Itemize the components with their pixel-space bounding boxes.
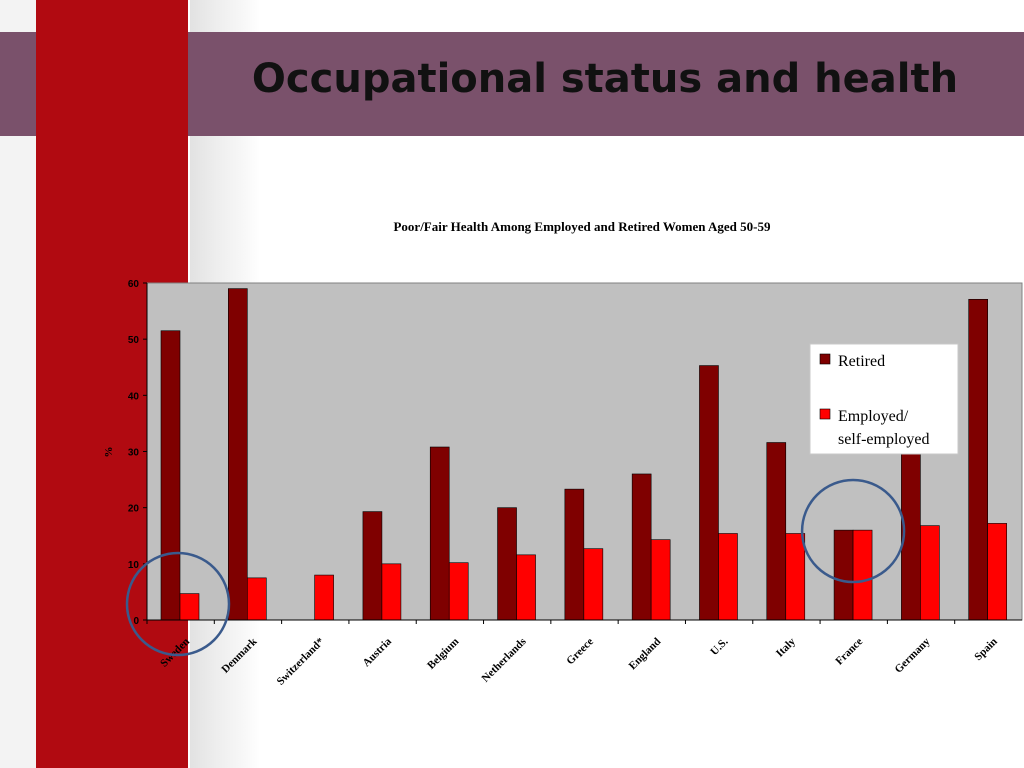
y-tick-label: 20	[128, 504, 140, 515]
bar-employed-italy	[785, 533, 806, 621]
bar-retired-greece	[564, 488, 585, 621]
x-tick-label: Switzerland*	[275, 635, 327, 687]
bar-employed-us	[718, 533, 738, 621]
legend: Retired Employed/self-employed	[809, 343, 959, 455]
legend-label: Retired	[838, 353, 885, 370]
legend-label: self-employed	[838, 431, 930, 448]
x-tick-label: U.S.	[708, 635, 730, 657]
x-tick-label: Austria	[360, 635, 394, 669]
y-tick-label: 30	[128, 448, 140, 459]
bar-employed-spain	[987, 523, 1007, 621]
x-tick-label: Italy	[774, 635, 798, 659]
bar-employed-england	[650, 539, 671, 621]
x-tick-label: France	[833, 636, 865, 668]
x-tick-label: Netherlands	[480, 635, 530, 685]
bar-employed-belgium	[448, 562, 469, 621]
bar-employed-greece	[583, 548, 604, 621]
highlight-circle-sweden	[125, 551, 231, 657]
x-tick-label: England	[627, 636, 664, 673]
y-axis-label: %	[103, 447, 115, 458]
highlight-circles	[125, 478, 906, 657]
x-tick-label: Spain	[972, 636, 1000, 664]
bar-retired-spain	[968, 298, 988, 621]
bar-retired-sweden	[160, 330, 181, 621]
y-tick-label: 0	[133, 616, 139, 627]
bar-retired-belgium	[429, 446, 450, 621]
legend-swatch	[819, 353, 831, 365]
bar-retired-england	[631, 473, 652, 621]
bar-employed-denmark	[247, 577, 267, 621]
y-tick-label: 60	[128, 279, 140, 290]
y-tick-label: 50	[128, 335, 140, 346]
slide-title: Occupational status and health	[251, 56, 959, 102]
x-axis-labels: Sweden Denmark Switzerland* Austria Belgium N…	[146, 620, 1000, 688]
y-axis: 0 10 20 30 40 50 60	[128, 279, 148, 627]
y-tick-label: 10	[128, 560, 140, 571]
bar-retired-denmark	[228, 288, 248, 621]
x-tick-label: Denmark	[219, 635, 260, 676]
bar-employed-germany	[920, 525, 940, 621]
x-tick-label: Greece	[564, 636, 596, 668]
bar-employed-austria	[381, 563, 402, 621]
bar-retired-us	[699, 365, 719, 621]
bar-employed-switzerland	[314, 574, 334, 621]
x-tick-label: Belgium	[425, 636, 461, 672]
bar-employed-sweden	[179, 593, 200, 621]
chart-title: Poor/Fair Health Among Employed and Reti…	[393, 219, 771, 234]
legend-box	[809, 343, 959, 455]
bar-retired-italy	[766, 442, 787, 621]
bar-retired-austria	[362, 511, 383, 621]
bar-retired-france	[833, 529, 854, 621]
y-tick-label: 40	[128, 391, 140, 402]
legend-label: Employed/	[838, 408, 909, 425]
x-tick-label: Germany	[892, 635, 932, 675]
legend-swatch	[819, 408, 831, 420]
highlight-circle-france	[800, 478, 906, 584]
bar-employed-france	[852, 529, 873, 621]
bar-retired-netherlands	[497, 507, 517, 621]
bar-employed-netherlands	[516, 554, 536, 621]
